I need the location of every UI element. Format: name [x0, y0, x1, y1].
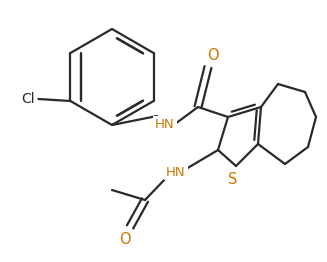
- Text: Cl: Cl: [22, 92, 35, 106]
- Text: HN: HN: [166, 166, 186, 178]
- Text: S: S: [228, 172, 238, 187]
- Text: HN: HN: [155, 117, 175, 130]
- Text: O: O: [207, 47, 219, 63]
- Text: O: O: [119, 232, 131, 247]
